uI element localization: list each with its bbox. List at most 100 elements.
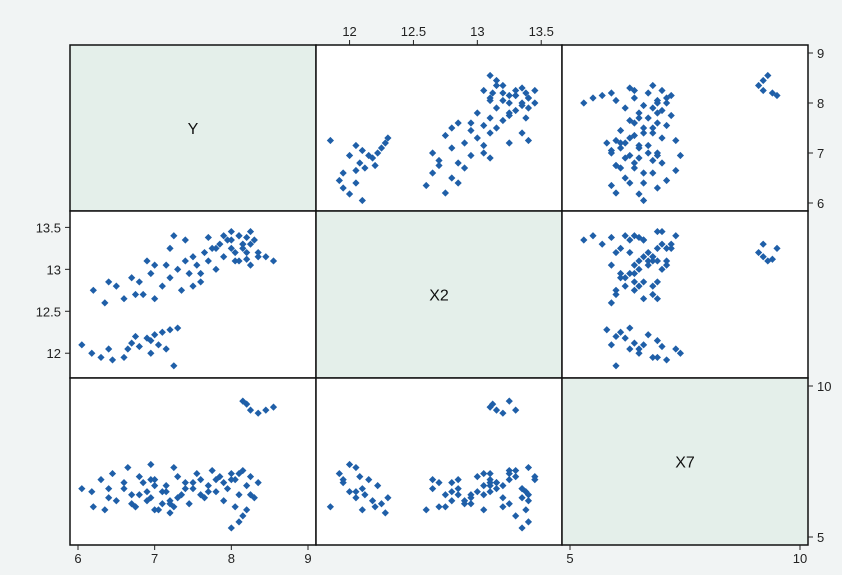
data-point-x2-vs-x7-2 bbox=[653, 353, 661, 362]
data-point-x2-vs-x7-72 bbox=[598, 240, 606, 248]
data-point-x2-vs-y-38 bbox=[197, 278, 205, 286]
data-point-y-vs-x2-2 bbox=[339, 184, 347, 192]
data-point-y-vs-x2-46 bbox=[505, 99, 513, 107]
data-point-x7-vs-x2-16 bbox=[381, 509, 389, 517]
data-point-x2-vs-x7-18 bbox=[626, 324, 634, 332]
data-point-x7-vs-y-10 bbox=[147, 460, 155, 469]
left-axis-x2-tick-label-12: 12 bbox=[47, 346, 61, 361]
data-point-x2-vs-y-18 bbox=[174, 324, 182, 332]
data-point-y-vs-x7-41 bbox=[667, 111, 675, 120]
data-point-x7-vs-y-6 bbox=[124, 463, 132, 472]
data-point-x7-vs-y-41 bbox=[208, 466, 216, 475]
data-point-y-vs-x7-58 bbox=[612, 96, 620, 105]
data-point-x7-vs-y-40 bbox=[204, 482, 212, 490]
diagonal-label-x7: X7 bbox=[675, 455, 695, 472]
data-point-x7-vs-x2-55 bbox=[505, 500, 513, 508]
bottom-axis-y-tick-label-9: 9 bbox=[304, 551, 311, 566]
data-point-y-vs-x7-5 bbox=[649, 169, 657, 177]
data-point-x2-vs-y-8 bbox=[135, 342, 143, 351]
left-axis-x2-tick-label-13.5: 13.5 bbox=[36, 220, 61, 235]
data-point-x2-vs-x7-69 bbox=[653, 227, 661, 236]
data-point-x7-vs-x2-48 bbox=[524, 491, 533, 499]
data-point-x2-vs-y-73 bbox=[243, 233, 251, 242]
data-point-x7-vs-x2-67 bbox=[524, 463, 533, 472]
data-point-x7-vs-y-68 bbox=[131, 503, 140, 511]
data-point-x2-vs-y-61 bbox=[212, 244, 220, 252]
data-point-y-vs-x7-13 bbox=[617, 144, 625, 152]
data-point-x2-vs-y-72 bbox=[239, 240, 247, 248]
data-point-x2-vs-x7-25 bbox=[630, 278, 638, 286]
data-point-y-vs-x7-26 bbox=[649, 156, 657, 165]
data-point-y-vs-x7-79 bbox=[768, 89, 776, 97]
data-point-x2-vs-x7-68 bbox=[612, 290, 620, 299]
data-point-x2-vs-y-19 bbox=[131, 332, 140, 341]
data-point-x2-vs-y-25 bbox=[135, 278, 143, 286]
data-point-x2-vs-x7-40 bbox=[644, 257, 652, 265]
data-point-x2-vs-y-20 bbox=[89, 286, 97, 294]
data-point-y-vs-x7-27 bbox=[626, 151, 634, 160]
data-point-x2-vs-x7-41 bbox=[667, 244, 675, 252]
data-point-y-vs-x2-15 bbox=[365, 151, 373, 160]
data-point-x2-vs-x7-36 bbox=[640, 253, 648, 261]
data-point-y-vs-x2-63 bbox=[448, 124, 456, 132]
data-point-x7-vs-x2-15 bbox=[365, 476, 373, 484]
data-point-x2-vs-y-67 bbox=[170, 232, 178, 240]
right-axis-y-tick-label-8: 8 bbox=[817, 96, 824, 111]
data-point-x2-vs-y-57 bbox=[220, 232, 228, 240]
data-point-x7-vs-x2-65 bbox=[522, 488, 530, 496]
data-point-x2-vs-x7-70 bbox=[580, 236, 588, 244]
data-point-x7-vs-y-76 bbox=[254, 409, 262, 417]
data-point-x7-vs-x2-75 bbox=[512, 406, 520, 414]
data-point-x7-vs-x2-18 bbox=[384, 494, 392, 502]
data-point-x2-vs-x7-61 bbox=[653, 244, 661, 252]
data-point-y-vs-x7-37 bbox=[663, 121, 671, 130]
data-point-x7-vs-y-51 bbox=[246, 473, 255, 481]
data-point-x2-vs-y-56 bbox=[197, 269, 205, 278]
data-point-y-vs-x7-25 bbox=[630, 159, 638, 167]
data-point-y-vs-x2-55 bbox=[505, 139, 513, 147]
data-point-x7-vs-x2-76 bbox=[499, 409, 507, 417]
data-point-y-vs-x2-38 bbox=[454, 119, 462, 127]
scatter-panel-x7-vs-y bbox=[69, 377, 317, 546]
data-point-y-vs-x7-16 bbox=[603, 139, 611, 147]
data-point-y-vs-x2-66 bbox=[480, 86, 488, 95]
data-point-x7-vs-x2-5 bbox=[339, 479, 347, 487]
data-point-y-vs-x7-51 bbox=[658, 86, 666, 95]
data-point-y-vs-x7-39 bbox=[626, 116, 634, 125]
data-point-x7-vs-y-64 bbox=[105, 485, 113, 493]
data-point-x7-vs-x2-20 bbox=[441, 503, 449, 511]
data-point-y-vs-x2-68 bbox=[435, 161, 443, 170]
diagonal-label-y: Y bbox=[188, 121, 199, 138]
data-point-x7-vs-x2-14 bbox=[352, 488, 360, 496]
data-point-x7-vs-x2-59 bbox=[518, 485, 526, 493]
data-point-x2-vs-y-74 bbox=[239, 244, 247, 252]
data-point-x7-vs-y-30 bbox=[162, 482, 170, 490]
data-point-y-vs-x7-74 bbox=[773, 91, 781, 100]
data-point-x2-vs-x7-77 bbox=[759, 253, 767, 261]
data-point-y-vs-x7-72 bbox=[598, 91, 606, 100]
data-point-y-vs-x7-76 bbox=[755, 81, 763, 90]
data-point-y-vs-x2-17 bbox=[326, 136, 334, 145]
panels-layer: Y X2 X7 bbox=[69, 44, 809, 546]
top-axis-x2-tick-label-12: 12 bbox=[342, 24, 356, 39]
data-point-x7-vs-y-54 bbox=[151, 506, 159, 514]
data-point-x7-vs-x2-38 bbox=[454, 476, 462, 484]
data-point-x2-vs-y-44 bbox=[220, 253, 228, 261]
data-point-x2-vs-x7-75 bbox=[759, 240, 767, 248]
data-point-x2-vs-y-24 bbox=[128, 274, 136, 282]
data-point-x7-vs-x2-23 bbox=[429, 485, 437, 493]
data-point-x7-vs-x2-56 bbox=[467, 491, 475, 499]
data-point-x7-vs-y-62 bbox=[235, 469, 243, 478]
data-point-x2-vs-x7-66 bbox=[630, 261, 638, 269]
data-point-y-vs-x7-42 bbox=[635, 109, 643, 117]
data-point-x2-vs-y-9 bbox=[143, 334, 151, 342]
data-point-x7-vs-x2-21 bbox=[422, 506, 430, 514]
data-point-y-vs-x7-60 bbox=[635, 154, 643, 162]
data-point-y-vs-x2-8 bbox=[356, 159, 364, 167]
data-point-y-vs-x2-36 bbox=[492, 124, 501, 132]
data-point-y-vs-x2-30 bbox=[480, 141, 488, 150]
top-axis-x2-tick-label-13.5: 13.5 bbox=[529, 24, 554, 39]
data-point-x2-vs-y-30 bbox=[162, 261, 170, 269]
data-point-x2-vs-y-78 bbox=[269, 257, 278, 265]
